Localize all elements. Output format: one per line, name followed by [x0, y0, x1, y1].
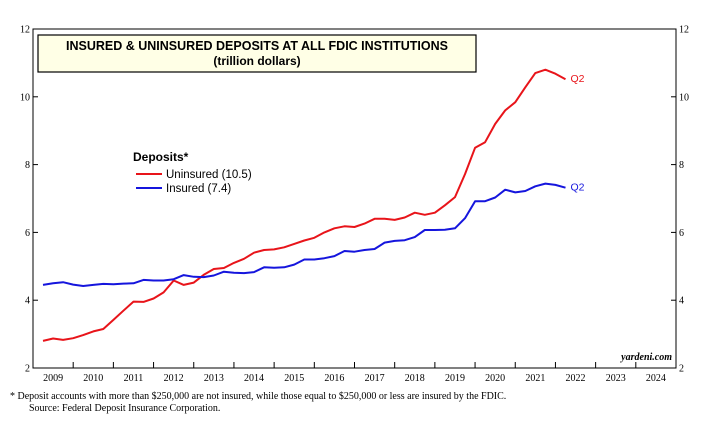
- y-tick-label-left: 6: [25, 228, 30, 239]
- x-tick-label: 2017: [365, 373, 385, 384]
- series-line-uninsured: [42, 68, 566, 342]
- y-axis-ticks: 2 2 4 4 6 6 8 8 10 10 12 12: [20, 25, 689, 375]
- x-tick-label: 2015: [284, 373, 304, 384]
- y-tick-label-right: 10: [679, 92, 689, 103]
- x-axis-ticks: 2009 2010 2011 2012 2013 2014 2015 2016 2017 2018…: [32, 362, 677, 384]
- x-tick-label: 2011: [124, 373, 144, 384]
- series-end-label-uninsured: Q2: [570, 73, 584, 85]
- x-tick-label: 2014: [244, 373, 264, 384]
- x-tick-label: 2020: [485, 373, 505, 384]
- legend-label-insured: Insured (7.4): [166, 183, 231, 195]
- x-tick-label: 2016: [324, 373, 344, 384]
- x-tick-label: 2010: [83, 373, 103, 384]
- series-end-label-insured: Q2: [570, 182, 584, 194]
- y-tick-label-left: 10: [20, 92, 30, 103]
- x-tick-label: 2024: [646, 373, 666, 384]
- footnote: * Deposit accounts with more than $250,0…: [10, 391, 506, 415]
- y-tick-label-left: 8: [25, 160, 30, 171]
- y-tick-label-left: 12: [20, 25, 30, 36]
- y-tick-label-right: 8: [679, 160, 684, 171]
- title-box: INSURED & UNINSURED DEPOSITS AT ALL FDIC…: [37, 34, 477, 73]
- title-box-background: [37, 34, 477, 73]
- x-tick-label: 2021: [525, 373, 545, 384]
- x-tick-label: 2009: [43, 373, 63, 384]
- legend-title: Deposits*: [133, 150, 189, 164]
- chart-title: INSURED & UNINSURED DEPOSITS AT ALL FDIC…: [66, 39, 448, 53]
- series-layer: Q2 Q2: [42, 68, 585, 342]
- y-tick-label-left: 2: [25, 364, 30, 375]
- x-tick-label: 2019: [445, 373, 465, 384]
- y-tick-label-right: 6: [679, 228, 684, 239]
- legend: Deposits* Uninsured (10.5) Insured (7.4): [133, 150, 252, 195]
- x-tick-label: 2023: [606, 373, 626, 384]
- y-tick-label-right: 4: [679, 296, 684, 307]
- x-tick-label: 2018: [405, 373, 425, 384]
- x-tick-label: 2012: [164, 373, 184, 384]
- y-tick-label-right: 12: [679, 25, 689, 36]
- x-tick-label: 2022: [566, 373, 586, 384]
- series-line-insured: [42, 182, 566, 287]
- y-tick-label-left: 4: [25, 296, 30, 307]
- watermark: yardeni.com: [620, 352, 672, 363]
- y-tick-label-right: 2: [679, 364, 684, 375]
- footnote-source: Source: Federal Deposit Insurance Corpor…: [29, 403, 221, 414]
- x-tick-label: 2013: [204, 373, 224, 384]
- chart-subtitle: (trillion dollars): [213, 54, 300, 68]
- legend-label-uninsured: Uninsured (10.5): [166, 169, 252, 181]
- footnote-asterisk-note: * Deposit accounts with more than $250,0…: [10, 391, 507, 402]
